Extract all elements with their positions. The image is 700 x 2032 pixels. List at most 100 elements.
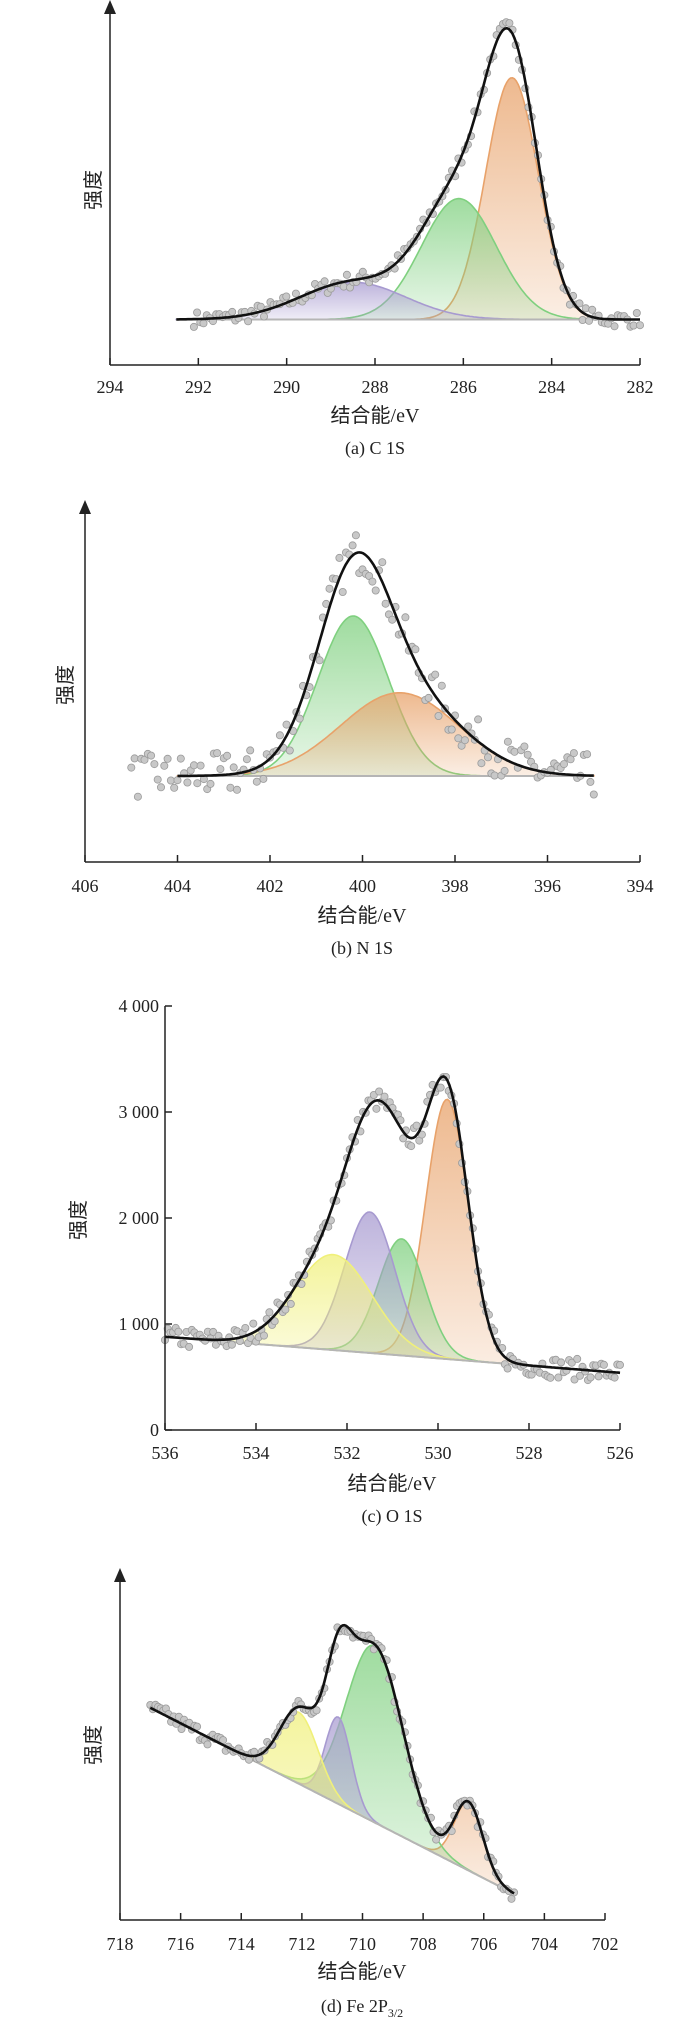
data-point bbox=[589, 790, 598, 799]
data-point bbox=[520, 742, 529, 751]
data-point bbox=[375, 1087, 384, 1096]
y-axis-label: 强度 bbox=[54, 665, 77, 705]
x-axis-label: 结合能/eV bbox=[331, 404, 420, 427]
data-point bbox=[599, 1360, 608, 1369]
x-tick-label: 284 bbox=[538, 377, 565, 397]
data-point bbox=[193, 308, 202, 317]
data-point bbox=[503, 737, 512, 746]
data-point bbox=[259, 312, 268, 321]
y-tick-label: 0 bbox=[150, 1420, 159, 1440]
data-point bbox=[490, 771, 499, 780]
data-point bbox=[575, 299, 584, 308]
data-point bbox=[242, 755, 251, 764]
data-point bbox=[185, 1342, 194, 1351]
data-point bbox=[560, 760, 569, 769]
x-tick-label: 712 bbox=[288, 1934, 315, 1954]
x-tick-label: 404 bbox=[164, 876, 191, 896]
x-tick-label: 398 bbox=[442, 876, 469, 896]
y-tick-label: 2 000 bbox=[119, 1208, 160, 1228]
data-point bbox=[196, 761, 205, 770]
data-point bbox=[160, 761, 169, 770]
x-axis-label: 结合能/eV bbox=[348, 1472, 437, 1495]
data-point bbox=[546, 1373, 555, 1382]
data-point bbox=[193, 1722, 202, 1731]
data-point bbox=[338, 588, 347, 597]
data-point bbox=[636, 321, 645, 330]
data-point bbox=[246, 746, 255, 755]
plot-area-fe2p bbox=[146, 1623, 519, 1903]
panel-n1s: 406 404 402 400 398 396 394 强度 结合能/eV (b) N 1S bbox=[54, 500, 654, 959]
data-point bbox=[174, 1327, 183, 1336]
x-tick-label: 292 bbox=[185, 377, 212, 397]
data-point bbox=[569, 749, 578, 758]
data-point bbox=[567, 1358, 576, 1367]
data-point bbox=[193, 779, 202, 788]
data-point bbox=[594, 1372, 603, 1381]
y-axis-label: 强度 bbox=[82, 1725, 105, 1765]
data-point bbox=[368, 577, 377, 586]
data-point bbox=[348, 541, 357, 550]
data-point bbox=[177, 1725, 186, 1734]
x-tick-label: 534 bbox=[243, 1443, 270, 1463]
plot-area-n1s bbox=[127, 531, 598, 801]
x-tick-label: 288 bbox=[362, 377, 389, 397]
data-point bbox=[432, 1835, 441, 1844]
panel-fe2p: 718 716 714 712 710 708 706 704 702 强度 结合能/eV (d… bbox=[82, 1568, 619, 2020]
x-tick-label: 532 bbox=[334, 1443, 361, 1463]
data-point bbox=[610, 322, 619, 331]
data-point bbox=[259, 774, 268, 783]
data-point bbox=[206, 779, 215, 788]
data-point bbox=[437, 681, 446, 690]
data-point bbox=[150, 760, 159, 769]
data-point bbox=[436, 1083, 445, 1092]
data-point bbox=[315, 656, 324, 665]
data-point bbox=[610, 1373, 619, 1382]
x-tick-label: 400 bbox=[349, 876, 376, 896]
data-point bbox=[434, 712, 443, 721]
panel-caption: (a) C 1S bbox=[345, 438, 405, 459]
data-point bbox=[176, 754, 185, 763]
data-point bbox=[223, 751, 232, 760]
data-point bbox=[523, 750, 532, 759]
x-ticks-o1s: 536 534 532 530 528 526 bbox=[152, 1423, 634, 1463]
fit-envelope bbox=[177, 551, 594, 778]
data-point bbox=[460, 736, 469, 745]
data-point bbox=[474, 715, 483, 724]
data-point bbox=[183, 778, 192, 787]
data-point bbox=[295, 714, 304, 723]
x-axis-label: 结合能/eV bbox=[318, 904, 407, 927]
y-axis-label: 强度 bbox=[82, 170, 105, 210]
data-point bbox=[412, 1121, 421, 1130]
data-point bbox=[407, 1142, 416, 1151]
data-point bbox=[616, 1360, 625, 1369]
caption-main: (d) Fe 2P bbox=[321, 1996, 388, 2017]
data-point bbox=[203, 1740, 212, 1749]
x-tick-label: 402 bbox=[257, 876, 284, 896]
data-point bbox=[399, 1134, 408, 1143]
data-point bbox=[275, 731, 284, 740]
data-point bbox=[199, 319, 208, 328]
data-point bbox=[477, 759, 486, 768]
data-point bbox=[503, 1364, 512, 1373]
data-point bbox=[249, 1319, 258, 1328]
data-point bbox=[170, 783, 179, 792]
data-point bbox=[573, 1354, 582, 1363]
data-point bbox=[147, 751, 156, 760]
data-point bbox=[166, 776, 175, 785]
data-point bbox=[213, 749, 222, 758]
data-point bbox=[226, 783, 235, 792]
x-tick-label: 704 bbox=[531, 1934, 558, 1954]
fit-envelope bbox=[176, 26, 640, 321]
x-tick-label: 406 bbox=[72, 876, 99, 896]
data-point bbox=[232, 785, 241, 794]
data-point bbox=[505, 19, 514, 28]
x-tick-label: 714 bbox=[228, 1934, 255, 1954]
x-tick-label: 282 bbox=[627, 377, 654, 397]
data-point bbox=[228, 307, 237, 316]
data-point bbox=[431, 670, 440, 679]
data-point bbox=[566, 755, 575, 764]
x-tick-label: 536 bbox=[152, 1443, 179, 1463]
data-point bbox=[378, 558, 387, 567]
panel-o1s: 536 534 532 530 528 526 0 1 000 2 000 3 000 4 000… bbox=[67, 996, 634, 1527]
